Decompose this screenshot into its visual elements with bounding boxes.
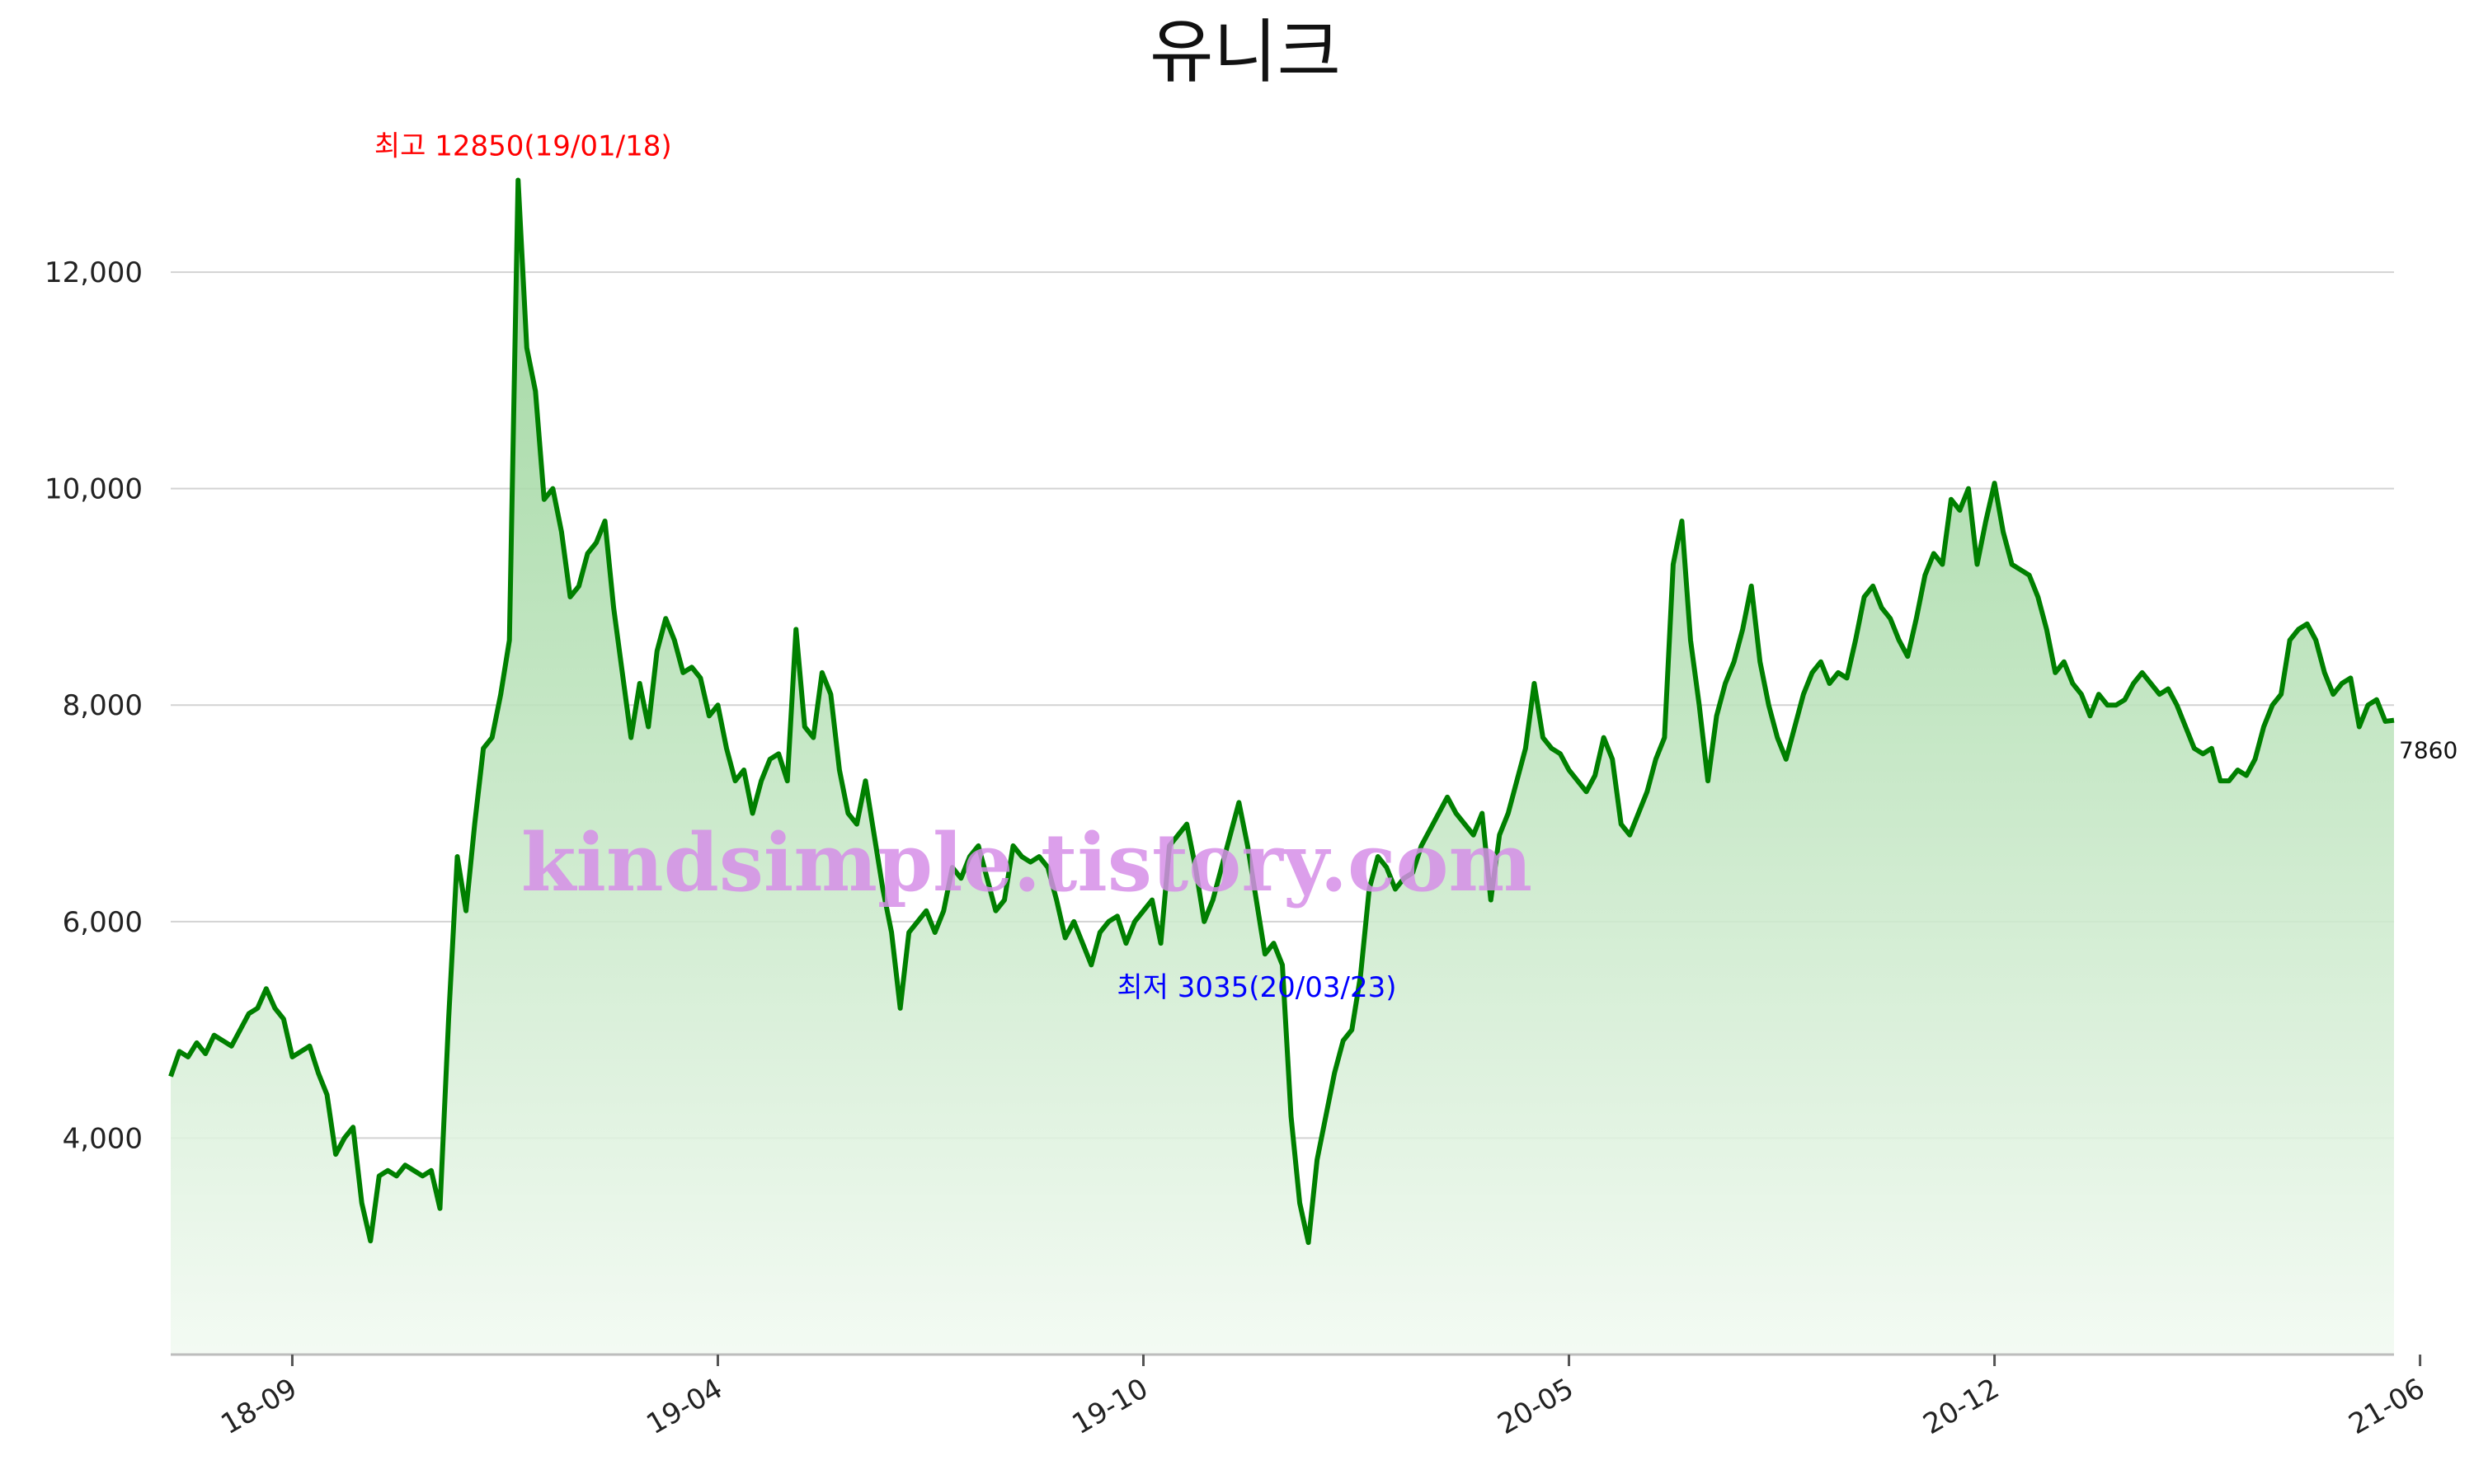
y-tick-label: 8,000 bbox=[63, 689, 143, 722]
last-value-label: 7860 bbox=[2399, 737, 2458, 764]
area-layer bbox=[168, 177, 2395, 1355]
x-tick-label: 20-05 bbox=[1492, 1372, 1579, 1441]
x-tick-label: 21-06 bbox=[2344, 1372, 2431, 1441]
watermark-text: kindsimple.tistory.com bbox=[521, 816, 1532, 909]
high-annotation: 최고 12850(19/01/18) bbox=[374, 129, 672, 162]
y-tick-label: 6,000 bbox=[63, 906, 143, 939]
price-line bbox=[168, 177, 2395, 1246]
x-tick-label: 19-10 bbox=[1066, 1372, 1154, 1441]
grid-layer: 4,000 6,000 8,000 10,000 12,000 bbox=[45, 256, 2394, 1155]
chart-title: 유니크 bbox=[1150, 12, 1341, 92]
x-tick-label: 20-12 bbox=[1918, 1372, 2006, 1441]
x-tick-label: 19-04 bbox=[641, 1372, 728, 1441]
area-fill bbox=[171, 180, 2394, 1355]
x-tick-label: 18-09 bbox=[215, 1372, 303, 1441]
y-tick-label: 12,000 bbox=[45, 256, 143, 289]
y-tick-label: 4,000 bbox=[63, 1122, 143, 1155]
axis-layer: 18-09 19-04 19-10 20-05 20-12 21-06 bbox=[171, 1353, 2431, 1441]
low-annotation: 최저 3035(20/03/23) bbox=[1117, 971, 1396, 1004]
y-tick-label: 10,000 bbox=[45, 473, 143, 506]
